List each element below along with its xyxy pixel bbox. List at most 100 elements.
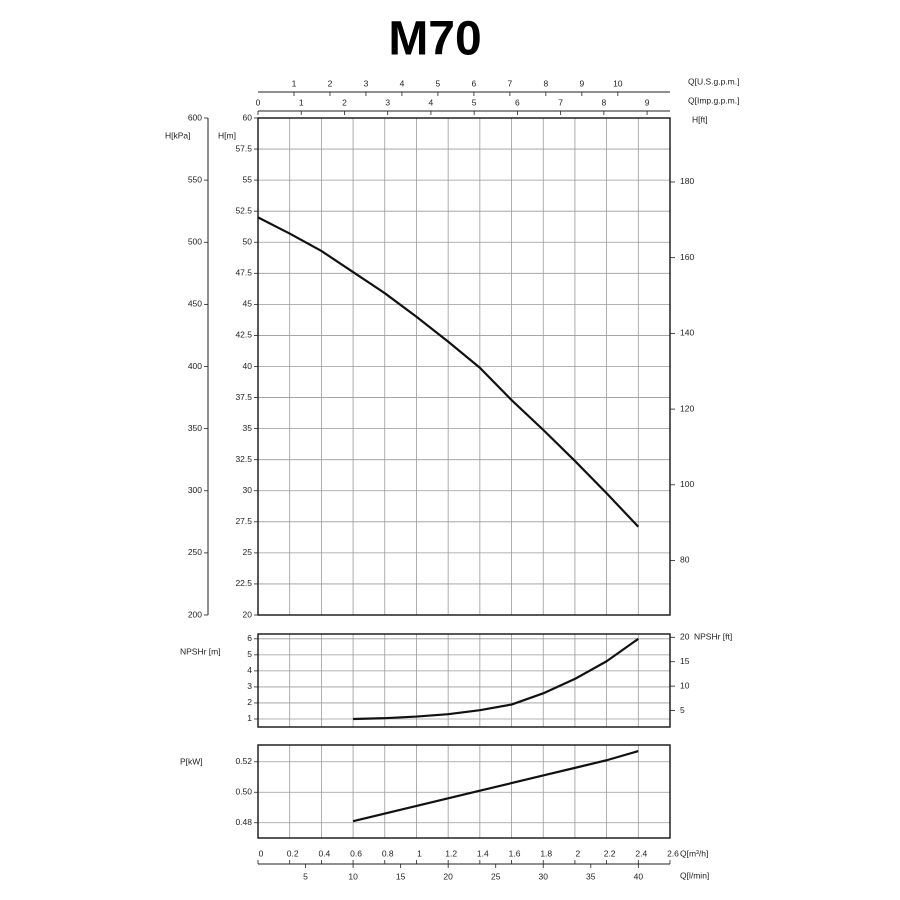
x-tick-label: 2.4	[635, 848, 647, 858]
x-tick-label: 1.8	[540, 848, 552, 858]
y-tick-label: 22.5	[235, 578, 252, 588]
y-tick-label: 5	[247, 649, 252, 659]
top-axis-tick-label: 1	[292, 78, 297, 88]
y3-tick-label: 450	[188, 299, 202, 309]
x-tick-label: 1	[417, 848, 422, 858]
y2-tick-label: 140	[680, 328, 694, 338]
x-tick-label: 0.2	[287, 848, 299, 858]
y-tick-label: 6	[247, 633, 252, 643]
bottom-axis-tick-label: 15	[396, 871, 406, 881]
x-tick-label: 2.2	[604, 848, 616, 858]
top-axis-tick-label: 9	[579, 78, 584, 88]
top-axis-tick-label: 6	[472, 78, 477, 88]
bottom-axis-tick-label: 25	[491, 871, 501, 881]
y2-tick-label: 20	[680, 632, 690, 642]
top-axis-tick-label: 10	[613, 78, 623, 88]
y3-axis-label: H[kPa]	[165, 130, 191, 140]
y-tick-label: 52.5	[235, 205, 252, 215]
top-axis-tick-label: 0	[256, 97, 261, 107]
y-tick-label: 37.5	[235, 392, 252, 402]
y-tick-label: 0.48	[235, 817, 252, 827]
x-tick-label: 0.6	[350, 848, 362, 858]
y2-tick-label: 5	[680, 705, 685, 715]
y2-tick-label: 180	[680, 176, 694, 186]
y-tick-label: 0.52	[235, 756, 252, 766]
top-axis-tick-label: 8	[601, 97, 606, 107]
top-axis-label: Q[U.S.g.p.m.]	[688, 76, 740, 86]
chart-title: M70	[388, 13, 481, 66]
y2-tick-label: 100	[680, 479, 694, 489]
y3-tick-label: 500	[188, 237, 202, 247]
top-axis-tick-label: 4	[429, 97, 434, 107]
x-tick-label: 1.4	[477, 848, 489, 858]
bottom-axis-tick-label: 35	[586, 871, 596, 881]
y2-axis-label: H[ft]	[692, 114, 708, 124]
top-axis-tick-label: 4	[400, 78, 405, 88]
bottom-axis-tick-label: 20	[443, 871, 453, 881]
curve	[353, 637, 639, 721]
bottom-axis-tick-label: 40	[634, 871, 644, 881]
top-axis-tick-label: 2	[342, 97, 347, 107]
top-axis-tick-label: 1	[299, 97, 304, 107]
y2-tick-label: 80	[680, 555, 690, 565]
y2-tick-label: 120	[680, 403, 694, 413]
top-axis-tick-label: 2	[328, 78, 333, 88]
y-tick-label: 25	[243, 547, 253, 557]
top-axis-tick-label: 3	[385, 97, 390, 107]
y2-tick-label: 15	[680, 656, 690, 666]
bottom-axis-label: Q[l/min]	[680, 870, 709, 880]
y3-tick-label: 200	[188, 609, 202, 619]
y3-tick-label: 550	[188, 174, 202, 184]
top-axis-tick-label: 5	[436, 78, 441, 88]
y-tick-label: 55	[243, 174, 253, 184]
top-axis-tick-label: 6	[515, 97, 520, 107]
y-tick-label: 42.5	[235, 330, 252, 340]
bottom-axis-tick-label: 30	[539, 871, 549, 881]
plot-frame	[257, 744, 671, 839]
x-tick-label: 2.6	[667, 848, 679, 858]
y2-tick-label: 10	[680, 680, 690, 690]
y3-tick-label: 250	[188, 547, 202, 557]
top-axis-tick-label: 7	[508, 78, 513, 88]
y-tick-label: 32.5	[235, 454, 252, 464]
y-axis-label: NPSHr [m]	[180, 646, 221, 656]
y3-tick-label: 350	[188, 423, 202, 433]
bottom-axis-tick-label: 10	[348, 871, 358, 881]
plot-frame	[257, 633, 671, 728]
x-tick-label: 1.2	[445, 848, 457, 858]
y-tick-label: 3	[247, 681, 252, 691]
y-tick-label: 47.5	[235, 268, 252, 278]
y-tick-label: 30	[243, 485, 253, 495]
x-tick-label: 2	[576, 848, 581, 858]
y-tick-label: 60	[243, 112, 253, 122]
y2-tick-label: 160	[680, 252, 694, 262]
y-tick-label: 20	[243, 609, 253, 619]
x-tick-label: 1.6	[509, 848, 521, 858]
y3-tick-label: 600	[188, 112, 202, 122]
y-tick-label: 27.5	[235, 516, 252, 526]
y-axis-label: P[kW]	[180, 756, 203, 766]
y3-tick-label: 400	[188, 361, 202, 371]
y-tick-label: 40	[243, 361, 253, 371]
top-axis-tick-label: 7	[558, 97, 563, 107]
y3-tick-label: 300	[188, 485, 202, 495]
x-tick-label: 0	[259, 848, 264, 858]
top-axis-tick-label: 8	[543, 78, 548, 88]
y-tick-label: 57.5	[235, 143, 252, 153]
top-axis-tick-label: 3	[364, 78, 369, 88]
top-axis-tick-label: 9	[645, 97, 650, 107]
y-tick-label: 2	[247, 697, 252, 707]
y-tick-label: 4	[247, 665, 252, 675]
curve	[352, 750, 639, 823]
x-tick-label: 0.4	[318, 848, 330, 858]
top-axis-label: Q[Imp.g.p.m.]	[688, 95, 740, 105]
y2-axis-label: NPSHr [ft]	[694, 631, 732, 641]
x-tick-label: 0.8	[382, 848, 394, 858]
y-tick-label: 45	[243, 299, 253, 309]
bottom-axis-tick-label: 5	[303, 871, 308, 881]
y-tick-label: 0.50	[235, 787, 252, 797]
top-axis-tick-label: 5	[472, 97, 477, 107]
y-tick-label: 1	[247, 713, 252, 723]
curve	[257, 216, 640, 528]
